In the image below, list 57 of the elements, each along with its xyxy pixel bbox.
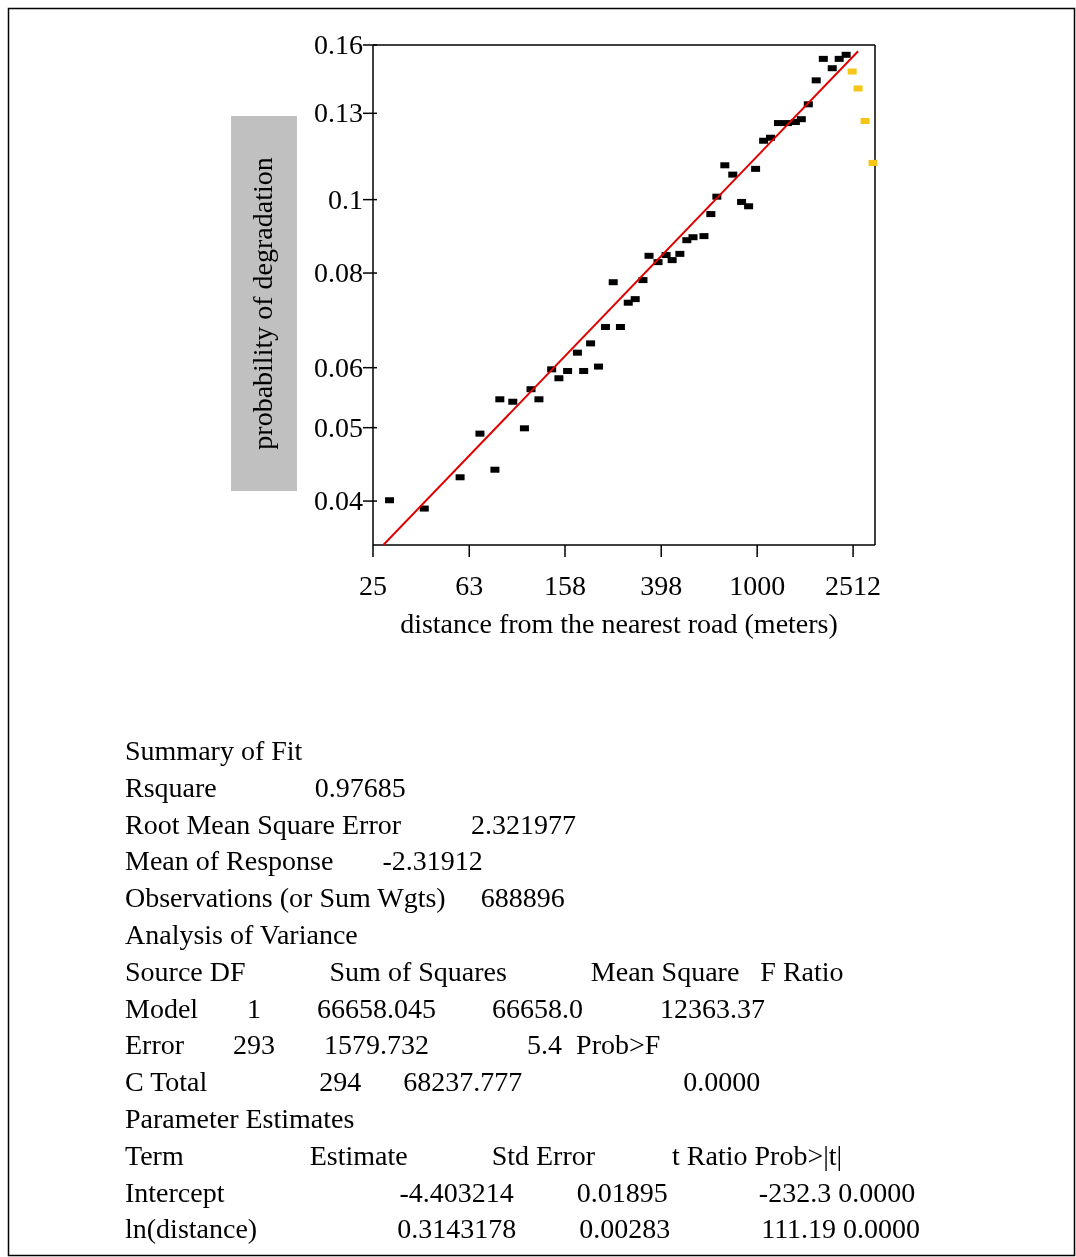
text: Analysis of Variance	[125, 919, 358, 950]
point	[796, 116, 806, 123]
y-axis-title: probability of degradation	[247, 157, 278, 450]
text: Summary of Fit	[125, 735, 303, 766]
y-tick-label: 0.08	[314, 257, 363, 289]
y-tick-label: 0.05	[314, 411, 363, 443]
point	[563, 367, 573, 374]
point	[773, 120, 783, 127]
text: Rsquare 0.97685	[125, 771, 406, 803]
point	[811, 77, 821, 84]
text: Parameter Estimates	[125, 1103, 355, 1134]
point	[675, 250, 685, 257]
text: Term Estimate Std Error t Ratio Prob>|t|	[125, 1139, 843, 1171]
source-note: Source DF Sum of Squares Mean Square F Ratio	[125, 955, 844, 987]
text: Model 1 66658.045 66658.0 12363.37	[125, 992, 766, 1024]
point	[728, 171, 738, 178]
x-tick-label: 63	[455, 570, 484, 601]
text: Observations (or Sum Wgts) 688896	[125, 882, 565, 914]
point	[615, 323, 625, 330]
point	[630, 296, 640, 303]
text: ln(distance) 0.3143178 0.00283 111.19 0.0000	[125, 1213, 921, 1245]
x-tick-label: 25	[359, 570, 387, 601]
point	[706, 211, 716, 218]
text: Root Mean Square Error 2.321977	[125, 808, 577, 840]
y-tick-label: 0.13	[314, 97, 363, 129]
y-tick-label: 0.06	[314, 351, 363, 383]
x-tick-label: 158	[544, 570, 587, 601]
point	[751, 165, 761, 172]
point	[579, 367, 589, 374]
point	[572, 349, 582, 356]
y-tick-label: 0.16	[314, 29, 363, 60]
x-tick-label: 2512	[825, 570, 882, 601]
point	[737, 198, 747, 205]
x-axis-title: distance from the nearest road (meters)	[400, 608, 838, 639]
x-tick-label: 1000	[729, 570, 786, 601]
point	[600, 323, 610, 330]
point	[827, 65, 837, 72]
point	[841, 51, 851, 58]
point	[818, 55, 828, 62]
y-tick-label: 0.04	[314, 485, 363, 517]
point	[623, 299, 633, 306]
point	[586, 340, 596, 347]
point	[744, 203, 754, 210]
point	[594, 363, 604, 370]
text: Error 293 1579.732 5.4 Prob>F	[125, 1029, 661, 1061]
point	[699, 233, 709, 240]
text: Intercept -4.403214 0.01895 -232.3 0.0000	[125, 1176, 916, 1208]
y-tick-label: 0.1	[328, 183, 363, 215]
point	[554, 375, 564, 382]
text: Mean of Response -2.31912	[125, 845, 483, 877]
point	[667, 257, 677, 264]
text: C Total 294 68237.777 0.0000	[125, 1066, 761, 1098]
point	[834, 55, 844, 62]
point	[644, 252, 654, 259]
point	[720, 162, 730, 169]
x-tick-label: 398	[640, 570, 683, 601]
point	[608, 279, 618, 286]
